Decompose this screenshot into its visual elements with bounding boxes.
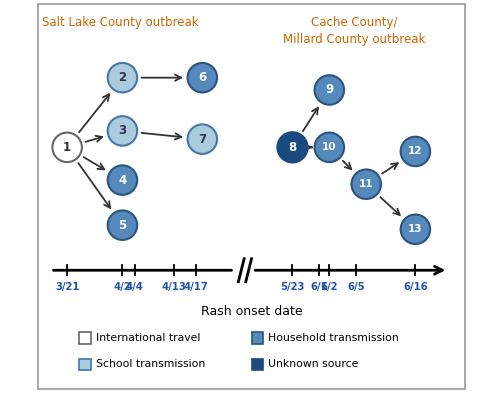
Text: 6/1: 6/1 — [310, 282, 328, 292]
Circle shape — [352, 169, 381, 199]
Text: 6/5: 6/5 — [347, 282, 365, 292]
Circle shape — [188, 125, 217, 154]
Text: 10: 10 — [322, 142, 337, 152]
Circle shape — [108, 165, 137, 195]
Text: 3/21: 3/21 — [55, 282, 79, 292]
Circle shape — [108, 116, 137, 146]
Text: Salt Lake County outbreak: Salt Lake County outbreak — [42, 16, 199, 29]
Bar — [252, 332, 263, 343]
Text: International travel: International travel — [96, 333, 200, 343]
Text: 12: 12 — [408, 147, 423, 156]
Text: 6/16: 6/16 — [403, 282, 428, 292]
Bar — [79, 359, 91, 370]
Text: 1: 1 — [63, 141, 71, 154]
Text: 4/4: 4/4 — [126, 282, 144, 292]
Text: 4/17: 4/17 — [184, 282, 209, 292]
Circle shape — [188, 63, 217, 92]
Text: Cache County/
Millard County outbreak: Cache County/ Millard County outbreak — [283, 16, 425, 46]
Text: 4/13: 4/13 — [161, 282, 186, 292]
Circle shape — [400, 215, 430, 244]
Text: 4: 4 — [118, 174, 127, 187]
Circle shape — [108, 210, 137, 240]
Bar — [79, 332, 91, 343]
Circle shape — [314, 132, 344, 162]
Text: 3: 3 — [118, 125, 126, 138]
Bar — [252, 359, 263, 370]
Circle shape — [400, 137, 430, 166]
Circle shape — [314, 75, 344, 105]
Text: School transmission: School transmission — [96, 360, 205, 369]
Text: 7: 7 — [198, 133, 206, 146]
Text: Rash onset date: Rash onset date — [201, 305, 302, 318]
Text: 6: 6 — [198, 71, 206, 84]
Circle shape — [108, 63, 137, 92]
Text: 8: 8 — [288, 141, 297, 154]
Circle shape — [278, 132, 307, 162]
Text: 5/23: 5/23 — [280, 282, 305, 292]
Text: 2: 2 — [118, 71, 126, 84]
Text: 6/2: 6/2 — [320, 282, 338, 292]
Text: 9: 9 — [325, 83, 333, 96]
Circle shape — [52, 132, 82, 162]
Text: Household transmission: Household transmission — [268, 333, 399, 343]
Text: 5: 5 — [118, 219, 127, 232]
Text: 4/2: 4/2 — [114, 282, 131, 292]
Text: 13: 13 — [408, 224, 423, 234]
Text: Unknown source: Unknown source — [268, 360, 358, 369]
Text: 11: 11 — [359, 179, 373, 189]
